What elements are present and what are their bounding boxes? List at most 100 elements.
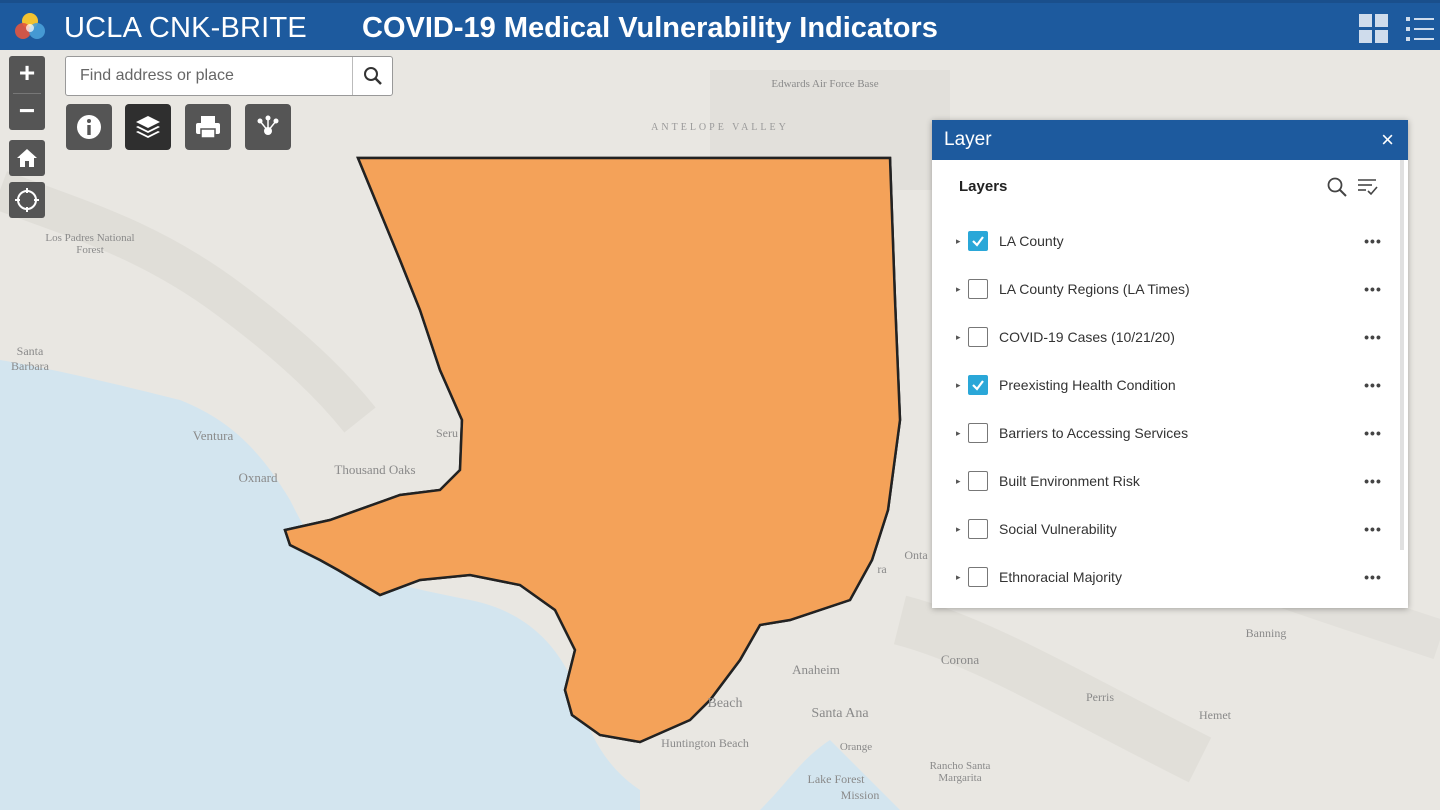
- home-button[interactable]: [9, 140, 45, 176]
- label-thousand-oaks: Thousand Oaks: [334, 462, 416, 477]
- share-icon: [257, 115, 279, 135]
- layers-icon: [136, 116, 160, 138]
- ocean: [0, 360, 640, 810]
- panel-scrollbar[interactable]: [1400, 160, 1404, 550]
- layer-name: LA County Regions (LA Times): [999, 281, 1190, 297]
- label-ventura: Ventura: [192, 428, 234, 443]
- zoom-divider: [13, 93, 41, 94]
- label-onta: Onta: [904, 548, 928, 562]
- more-options-icon[interactable]: •••: [1364, 521, 1382, 537]
- layer-item[interactable]: ▸ Built Environment Risk •••: [956, 457, 1386, 505]
- more-options-icon[interactable]: •••: [1364, 233, 1382, 249]
- label-santa-ana: Santa Ana: [811, 706, 869, 721]
- info-button[interactable]: [66, 104, 112, 150]
- panel-tools: [1326, 176, 1378, 198]
- label-santa-barbara: Santa Barbara: [11, 344, 49, 373]
- label-mission: Mission: [840, 788, 880, 802]
- layer-item[interactable]: ▸ LA County •••: [956, 217, 1386, 265]
- print-button[interactable]: [185, 104, 231, 150]
- app-title: UCLA CNK-BRITE: [64, 12, 307, 44]
- zoom-in-button[interactable]: +: [18, 57, 36, 88]
- home-icon: [17, 149, 37, 167]
- search-icon[interactable]: [1326, 176, 1348, 198]
- layer-name: Ethnoracial Majority: [999, 569, 1122, 585]
- layer-item[interactable]: ▸ Social Vulnerability •••: [956, 505, 1386, 553]
- layers-button[interactable]: [125, 104, 171, 150]
- layer-checkbox[interactable]: [968, 231, 988, 251]
- more-options-icon[interactable]: •••: [1364, 281, 1382, 297]
- expand-caret-icon[interactable]: ▸: [956, 379, 961, 390]
- expand-caret-icon[interactable]: ▸: [956, 427, 961, 438]
- label-seru: Seru: [436, 426, 458, 440]
- app-header: UCLA CNK-BRITE COVID-19 Medical Vulnerab…: [0, 0, 1440, 50]
- layer-item[interactable]: ▸ Ethnoracial Majority •••: [956, 553, 1386, 601]
- print-icon: [196, 116, 220, 139]
- layer-checkbox[interactable]: [968, 327, 988, 347]
- list-icon[interactable]: [1404, 13, 1436, 45]
- expand-caret-icon[interactable]: ▸: [956, 331, 961, 342]
- layer-name: Built Environment Risk: [999, 473, 1140, 489]
- label-corona: Corona: [940, 652, 980, 667]
- label-beach: Beach: [707, 696, 743, 711]
- panel-header: Layer ×: [932, 120, 1408, 160]
- close-icon[interactable]: ×: [1381, 127, 1394, 152]
- expand-caret-icon[interactable]: ▸: [956, 571, 961, 582]
- layer-item[interactable]: ▸ COVID-19 Cases (10/21/20) •••: [956, 313, 1386, 361]
- layer-name: COVID-19 Cases (10/21/20): [999, 329, 1175, 345]
- layer-panel: Layer × Layers ▸ LA County ••• ▸ LA Coun…: [932, 120, 1408, 608]
- logo-icon: [15, 13, 45, 39]
- search-button[interactable]: [352, 57, 392, 95]
- expand-caret-icon[interactable]: ▸: [956, 523, 961, 534]
- check-icon: [972, 380, 984, 391]
- label-lake-forest: Lake Forest: [807, 772, 865, 786]
- label-perris: Perris: [1086, 690, 1114, 704]
- label-banning: Banning: [1245, 626, 1287, 640]
- locate-icon: [15, 188, 39, 212]
- more-options-icon[interactable]: •••: [1364, 425, 1382, 441]
- zoom-out-button[interactable]: −: [18, 95, 36, 126]
- layer-checkbox[interactable]: [968, 471, 988, 491]
- share-button[interactable]: [245, 104, 291, 150]
- layers-heading: Layers: [959, 178, 1008, 195]
- layer-checkbox[interactable]: [968, 375, 988, 395]
- label-los-padres: Los Padres National Forest: [45, 232, 135, 256]
- panel-title: Layer: [944, 129, 992, 150]
- grid-icon[interactable]: [1358, 13, 1390, 45]
- layer-checkbox[interactable]: [968, 423, 988, 443]
- label-ra: ra: [877, 562, 887, 576]
- zoom-control: + −: [9, 56, 45, 130]
- more-options-icon[interactable]: •••: [1364, 569, 1382, 585]
- expand-caret-icon[interactable]: ▸: [956, 283, 961, 294]
- layer-name: Preexisting Health Condition: [999, 377, 1176, 393]
- layer-item[interactable]: ▸ LA County Regions (LA Times) •••: [956, 265, 1386, 313]
- search-input[interactable]: [66, 57, 352, 95]
- more-options-icon[interactable]: •••: [1364, 377, 1382, 393]
- label-orange: Orange: [839, 741, 873, 753]
- layer-item[interactable]: ▸ Barriers to Accessing Services •••: [956, 409, 1386, 457]
- label-antelope-valley: ANTELOPE VALLEY: [651, 122, 789, 133]
- layer-name: Social Vulnerability: [999, 521, 1117, 537]
- layer-checkbox[interactable]: [968, 279, 988, 299]
- layer-item[interactable]: ▸ Preexisting Health Condition •••: [956, 361, 1386, 409]
- search-icon: [363, 67, 382, 85]
- locate-button[interactable]: [9, 182, 45, 218]
- info-icon: [77, 115, 101, 139]
- more-options-icon[interactable]: •••: [1364, 329, 1382, 345]
- label-anaheim: Anaheim: [792, 662, 840, 677]
- search-box: [65, 56, 393, 96]
- more-options-icon[interactable]: •••: [1364, 473, 1382, 489]
- layer-checkbox[interactable]: [968, 519, 988, 539]
- filter-list-icon[interactable]: [1356, 176, 1378, 198]
- layer-checkbox[interactable]: [968, 567, 988, 587]
- check-icon: [972, 236, 984, 247]
- app-subtitle: COVID-19 Medical Vulnerability Indicator…: [362, 12, 938, 44]
- layer-name: Barriers to Accessing Services: [999, 425, 1189, 441]
- expand-caret-icon[interactable]: ▸: [956, 235, 961, 246]
- label-huntington: Huntington Beach: [661, 736, 749, 750]
- label-edwards: Edwards Air Force Base: [771, 78, 879, 90]
- label-rancho: Rancho Santa Margarita: [929, 760, 991, 784]
- layer-name: LA County: [999, 233, 1064, 249]
- label-oxnard: Oxnard: [238, 470, 278, 485]
- expand-caret-icon[interactable]: ▸: [956, 475, 961, 486]
- label-hemet: Hemet: [1199, 708, 1231, 722]
